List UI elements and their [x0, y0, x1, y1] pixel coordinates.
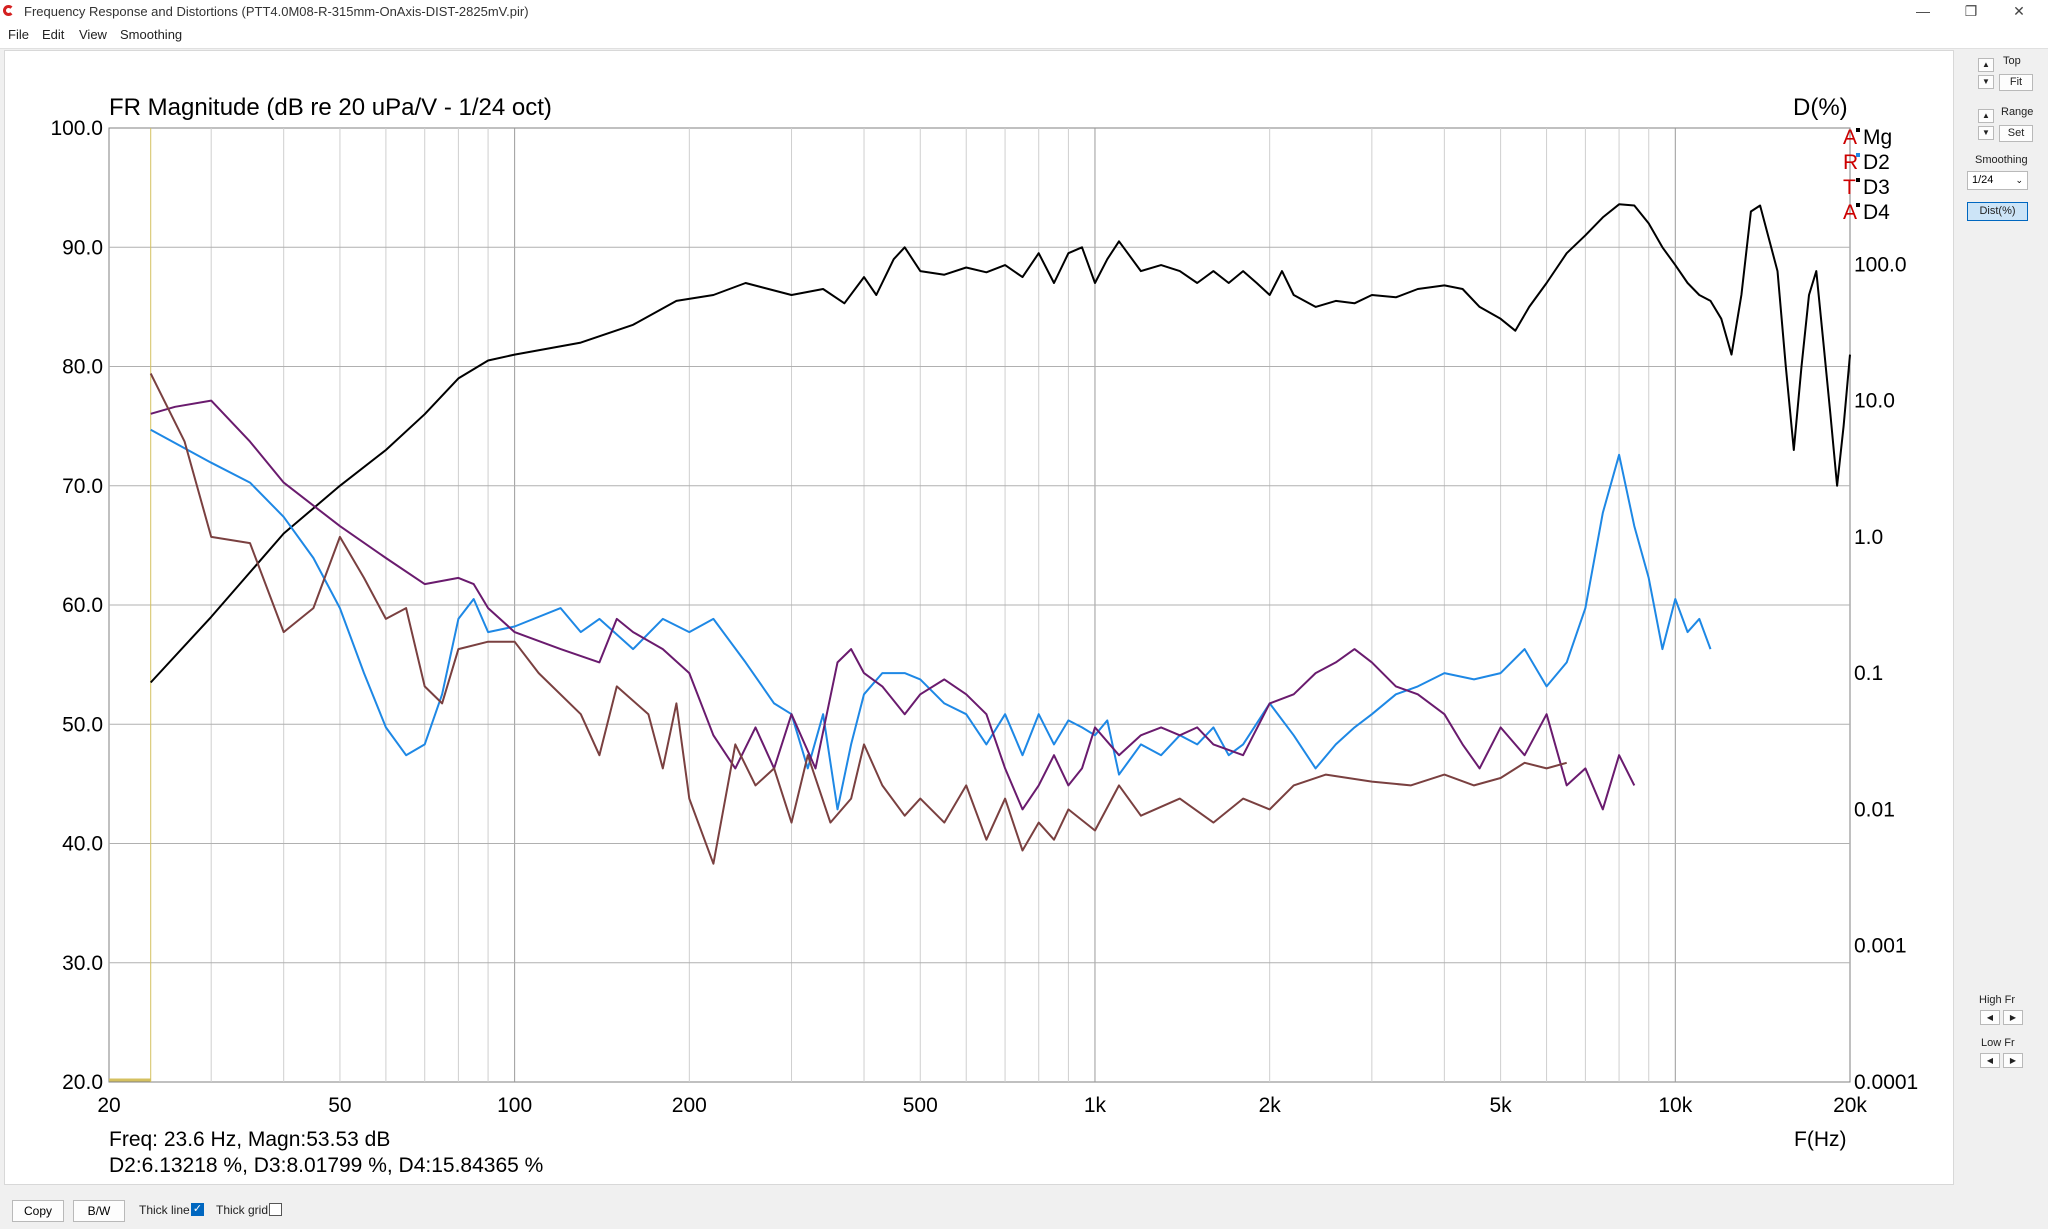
series-line-d4: [149, 373, 1567, 865]
thick-grid-checkbox[interactable]: [269, 1203, 282, 1216]
menu-smoothing[interactable]: Smoothing: [120, 27, 183, 42]
menu-file[interactable]: File: [8, 27, 29, 42]
y2-tick-label: 0.1: [1854, 662, 1883, 685]
chevron-down-icon: ⌄: [2015, 175, 2023, 185]
x-tick-label: 50: [328, 1094, 351, 1117]
control-panel: ▲ ▼ Top Fit ▲ ▼ Range Set Smoothing 1/24…: [1955, 50, 2048, 1183]
fit-button[interactable]: Fit: [1999, 74, 2033, 91]
app-icon: [3, 5, 14, 16]
copy-button[interactable]: Copy: [12, 1200, 64, 1222]
chart-title: FR Magnitude (dB re 20 uPa/V - 1/24 oct): [109, 94, 552, 121]
low-fr-label: Low Fr: [1981, 1037, 2015, 1049]
high-fr-label: High Fr: [1979, 994, 2016, 1006]
series-line-d2: [150, 428, 1712, 811]
thick-grid-label: Thick grid: [216, 1203, 269, 1217]
window-title: Frequency Response and Distortions (PTT4…: [24, 4, 529, 19]
thick-line-label: Thick line: [139, 1203, 190, 1217]
legend-letter: A: [1843, 201, 1857, 224]
legend-swatch: [1856, 153, 1860, 157]
x-tick-label: 2k: [1259, 1094, 1282, 1117]
legend-letter: A: [1843, 126, 1857, 149]
close-button[interactable]: ✕: [2013, 3, 2025, 19]
x-tick-label: 20k: [1833, 1094, 1867, 1117]
legend-entry-d2: D2: [1863, 151, 1890, 174]
low-fr-left-button[interactable]: ◀: [1980, 1053, 2000, 1068]
range-label: Range: [2001, 106, 2034, 118]
menu-bar: File Edit View Smoothing: [0, 24, 2048, 49]
legend-letter: T: [1843, 176, 1856, 199]
y-tick-label: 100.0: [50, 117, 103, 140]
top-down-button[interactable]: ▼: [1978, 75, 1994, 89]
readout-line-2: D2:6.13218 %, D3:8.01799 %, D4:15.84365 …: [109, 1154, 543, 1177]
y-tick-label: 20.0: [62, 1071, 103, 1094]
menu-view[interactable]: View: [79, 27, 107, 42]
frequency-response-chart[interactable]: 20 50 100 200 500 1k 2k 5k 10k 20k 100.0 90.0 80.0 70…: [5, 51, 1953, 1184]
y2-tick-label: 1.0: [1854, 526, 1883, 549]
high-fr-left-button[interactable]: ◀: [1980, 1010, 2000, 1025]
smoothing-value: 1/24: [1972, 174, 1994, 186]
y-tick-label: 40.0: [62, 833, 103, 856]
thick-line-checkbox[interactable]: ✓: [191, 1203, 204, 1216]
y2-tick-label: 0.0001: [1854, 1071, 1918, 1094]
legend-entry-d3: D3: [1863, 176, 1890, 199]
x-tick-label: 10k: [1658, 1094, 1692, 1117]
y2-tick-label: 100.0: [1854, 253, 1907, 276]
legend-entry-d4: D4: [1863, 201, 1890, 224]
right-axis-title: D(%): [1793, 94, 1848, 121]
y-tick-label: 30.0: [62, 952, 103, 975]
bottom-toolbar: Copy B/W Thick line ✓ Thick grid: [0, 1186, 2048, 1229]
readout-line-1: Freq: 23.6 Hz, Magn:53.53 dB: [109, 1128, 390, 1151]
high-fr-right-button[interactable]: ▶: [2003, 1010, 2023, 1025]
legend-swatch: [1856, 178, 1860, 182]
legend-swatch: [1856, 203, 1860, 207]
range-down-button[interactable]: ▼: [1978, 126, 1994, 140]
range-up-button[interactable]: ▲: [1978, 109, 1994, 123]
legend-entry-mg: Mg: [1863, 126, 1892, 149]
plot-panel[interactable]: 20 50 100 200 500 1k 2k 5k 10k 20k 100.0 90.0 80.0 70…: [4, 50, 1954, 1185]
restore-button[interactable]: ❐: [1964, 3, 1978, 19]
x-tick-label: 1k: [1084, 1094, 1107, 1117]
top-label: Top: [2003, 55, 2021, 67]
set-button[interactable]: Set: [1999, 125, 2033, 142]
menu-edit[interactable]: Edit: [42, 27, 65, 42]
x-tick-label: 500: [903, 1094, 938, 1117]
x-axis-title: F(Hz): [1794, 1128, 1846, 1151]
y2-tick-label: 10.0: [1854, 390, 1895, 413]
title-bar: Frequency Response and Distortions (PTT4…: [0, 0, 2048, 24]
y-tick-label: 90.0: [62, 236, 103, 259]
legend-swatch: [1856, 128, 1860, 132]
y2-tick-label: 0.001: [1854, 935, 1907, 958]
series-line-d3: [150, 399, 1636, 811]
y-tick-label: 50.0: [62, 713, 103, 736]
bw-button[interactable]: B/W: [73, 1200, 125, 1222]
x-tick-label: 100: [497, 1094, 532, 1117]
y2-tick-label: 0.01: [1854, 798, 1895, 821]
minimize-button[interactable]: —: [1916, 3, 1930, 19]
low-fr-right-button[interactable]: ▶: [2003, 1053, 2023, 1068]
legend-letter: R: [1843, 151, 1858, 174]
y-tick-label: 70.0: [62, 475, 103, 498]
smoothing-label: Smoothing: [1975, 154, 2028, 166]
dist-percent-button[interactable]: Dist(%): [1967, 202, 2028, 221]
y-tick-label: 60.0: [62, 594, 103, 617]
x-tick-label: 200: [672, 1094, 707, 1117]
x-tick-label: 5k: [1490, 1094, 1513, 1117]
y-tick-label: 80.0: [62, 356, 103, 379]
x-tick-label: 20: [97, 1094, 120, 1117]
smoothing-select[interactable]: 1/24 ⌄: [1967, 171, 2028, 190]
series-line-mg: [149, 203, 1851, 684]
top-up-button[interactable]: ▲: [1978, 58, 1994, 72]
